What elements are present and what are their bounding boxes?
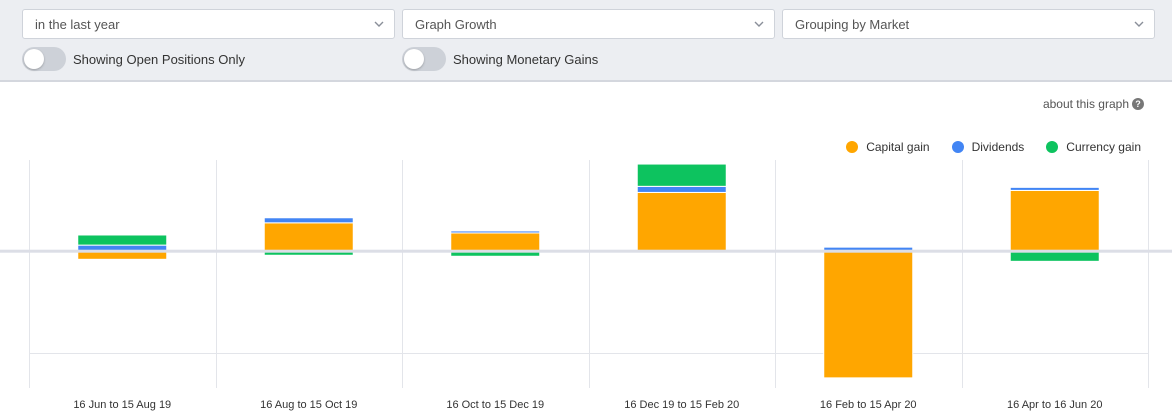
zero-baseline [0, 249, 1172, 253]
legend-item-dividends: Dividends [951, 140, 1025, 154]
chevron-down-icon [1134, 21, 1144, 27]
grouping-select[interactable]: Grouping by Market [782, 9, 1155, 39]
legend-dot-capital [846, 141, 859, 153]
x-tick-label: 16 Apr to 16 Jun 20 [1007, 399, 1102, 411]
open-positions-label: Showing Open Positions Only [73, 51, 245, 67]
chevron-down-icon [754, 21, 764, 27]
about-graph-link[interactable]: about this graph ? [1043, 97, 1144, 111]
bar-segment-dividends [263, 217, 354, 224]
legend-dot-dividends [951, 141, 964, 153]
toggle-knob [24, 49, 44, 69]
chart-legend: Capital gain Dividends Currency gain [846, 140, 1141, 154]
monetary-gains-label: Showing Monetary Gains [453, 51, 599, 67]
bar-segment-capital [823, 250, 914, 379]
graph-type-select[interactable]: Graph Growth [402, 9, 775, 39]
filter-bar: in the last year Graph Growth Grouping b… [0, 0, 1172, 82]
monetary-gains-switch[interactable] [402, 47, 446, 71]
monetary-gains-toggle[interactable]: Showing Monetary Gains [402, 47, 598, 71]
legend-label-capital: Capital gain [866, 140, 930, 154]
open-positions-switch[interactable] [22, 47, 66, 71]
legend-dot-currency [1046, 141, 1059, 153]
bar-segment-capital [1009, 189, 1100, 252]
chevron-down-icon [374, 21, 384, 27]
legend-label-currency: Currency gain [1066, 140, 1141, 154]
about-graph-label: about this graph [1042, 97, 1129, 111]
bar-segment-capital [636, 191, 727, 252]
bar-segment-capital [450, 232, 541, 252]
bar-segment-capital [263, 222, 354, 252]
grouping-select-value: Grouping by Market [795, 17, 910, 32]
x-tick-label: 16 Feb to 15 Apr 20 [820, 399, 917, 411]
legend-item-currency: Currency gain [1046, 140, 1141, 154]
period-select-value: in the last year [35, 17, 120, 32]
legend-label-dividends: Dividends [971, 140, 1025, 154]
help-icon: ? [1132, 98, 1144, 110]
bar-segment-currency [77, 234, 168, 246]
graph-type-select-value: Graph Growth [415, 17, 497, 32]
x-tick-label: 16 Aug to 15 Oct 19 [260, 399, 357, 411]
bar-segment-dividends [1009, 186, 1100, 191]
legend-item-capital: Capital gain [846, 140, 930, 154]
bar-segment-currency [1009, 250, 1100, 262]
open-positions-toggle[interactable]: Showing Open Positions Only [22, 47, 245, 71]
toggle-knob [404, 49, 424, 69]
x-tick-label: 16 Jun to 15 Aug 19 [73, 399, 171, 411]
x-tick-label: 16 Dec 19 to 15 Feb 20 [624, 399, 739, 411]
period-select[interactable]: in the last year [22, 9, 395, 39]
x-tick-label: 16 Oct to 15 Dec 19 [446, 399, 544, 411]
bar-segment-dividends [636, 185, 727, 193]
bar-segment-dividends [450, 230, 541, 234]
bar-segment-currency [636, 163, 727, 187]
growth-chart: 16 Jun to 15 Aug 19 16 Aug to 15 Oct 19 16… [0, 160, 1172, 411]
